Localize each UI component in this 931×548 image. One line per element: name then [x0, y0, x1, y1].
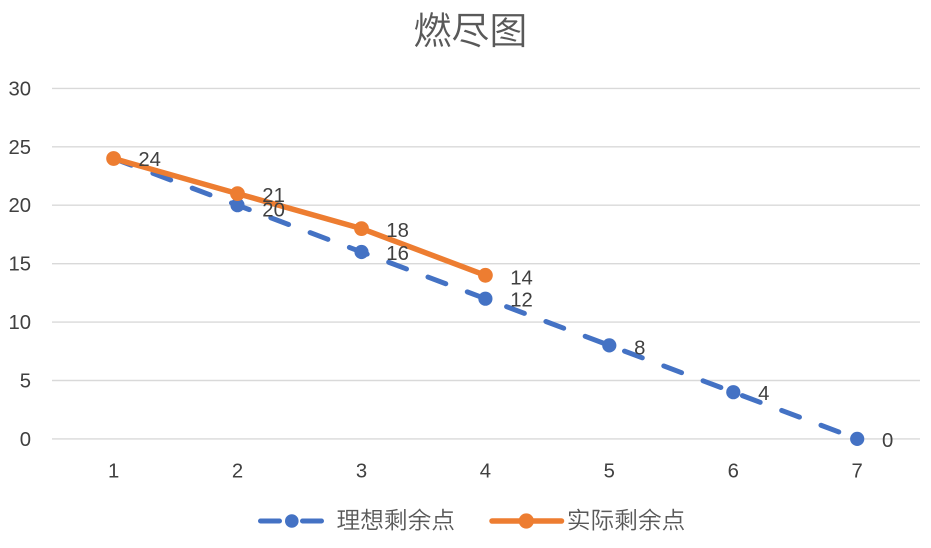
svg-text:5: 5 [604, 461, 615, 483]
svg-text:1: 1 [108, 461, 119, 483]
svg-text:16: 16 [386, 243, 409, 265]
svg-text:0: 0 [20, 429, 31, 451]
svg-text:15: 15 [8, 254, 31, 276]
svg-text:21: 21 [262, 185, 285, 207]
svg-text:4: 4 [758, 383, 769, 405]
svg-text:8: 8 [634, 337, 645, 359]
svg-text:14: 14 [510, 267, 533, 289]
svg-text:0: 0 [882, 430, 893, 452]
svg-text:30: 30 [8, 78, 31, 100]
svg-text:6: 6 [728, 461, 739, 483]
svg-text:3: 3 [356, 461, 367, 483]
svg-text:12: 12 [510, 290, 533, 312]
svg-text:4: 4 [480, 461, 491, 483]
svg-text:20: 20 [8, 195, 31, 217]
svg-text:20: 20 [262, 200, 285, 222]
svg-text:7: 7 [852, 461, 863, 483]
svg-text:18: 18 [386, 220, 409, 242]
svg-text:10: 10 [8, 312, 31, 334]
svg-text:5: 5 [20, 371, 31, 393]
svg-text:25: 25 [8, 137, 31, 159]
svg-text:2: 2 [232, 461, 243, 483]
svg-text:24: 24 [138, 149, 161, 171]
